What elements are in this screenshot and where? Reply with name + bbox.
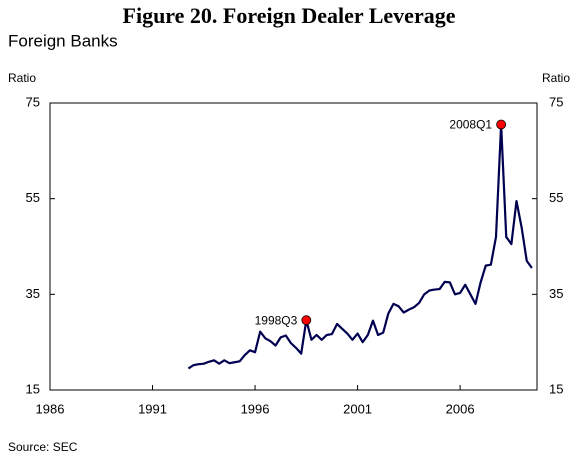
data-line bbox=[187, 123, 533, 370]
plot-frame bbox=[49, 102, 538, 391]
y-tick-label: 55 bbox=[26, 190, 40, 205]
y2-axis-label: Ratio bbox=[542, 71, 570, 85]
y2-tick-label: 75 bbox=[549, 94, 563, 109]
annotation-label: 1998Q3 bbox=[255, 313, 298, 327]
x-tick-label: 1991 bbox=[138, 401, 167, 416]
y-tick-label: 35 bbox=[26, 286, 40, 301]
y2-tick-label: 35 bbox=[549, 286, 563, 301]
y2-tick-label: 15 bbox=[549, 381, 563, 396]
x-tick-label: 2006 bbox=[446, 401, 475, 416]
annotation-label: 2008Q1 bbox=[449, 118, 492, 132]
x-tick-label: 1986 bbox=[36, 401, 65, 416]
x-tick-label: 1996 bbox=[241, 401, 270, 416]
annotation-marker bbox=[496, 119, 507, 130]
annotation-marker bbox=[301, 315, 312, 326]
y2-tick-label: 55 bbox=[549, 190, 563, 205]
source-note: Source: SEC bbox=[8, 440, 78, 454]
y-tick-label: 15 bbox=[26, 381, 40, 396]
x-tick-label: 2001 bbox=[343, 401, 372, 416]
y-axis-label: Ratio bbox=[8, 71, 36, 85]
chart-title: Figure 20. Foreign Dealer Leverage bbox=[123, 3, 456, 28]
y-tick-label: 75 bbox=[26, 94, 40, 109]
chart-subtitle: Foreign Banks bbox=[8, 31, 118, 50]
